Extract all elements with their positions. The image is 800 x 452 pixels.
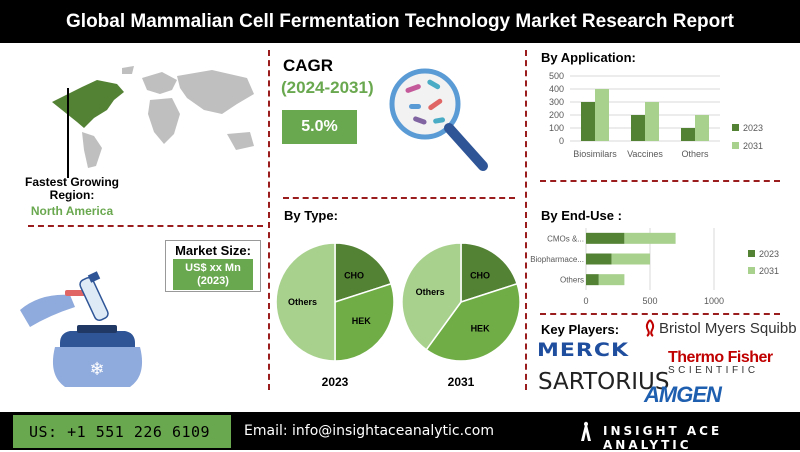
divider-enduse — [540, 313, 780, 315]
logo-sartorius: SARTORIUS — [538, 369, 670, 395]
x-tick-label: Vaccines — [627, 149, 663, 159]
logo-thermo-fisher-scientific: SCIENTIFIC — [668, 365, 759, 376]
cagr-period: (2024-2031) — [281, 78, 374, 97]
logo-merck: MERCK — [537, 339, 630, 362]
application-bar-chart: 0 100 200 300 400 500 Biosimilars Vaccines Other… — [549, 71, 763, 159]
legend-label-2031: 2031 — [743, 141, 763, 151]
legend-label-2023: 2023 — [743, 123, 763, 133]
pie-year-label: 2023 — [322, 375, 349, 389]
pie-label-cho: CHO — [470, 271, 490, 281]
footer-email: Email: info@insightaceanalytic.com — [244, 423, 494, 439]
x-tick-label: 0 — [583, 296, 588, 306]
divider-region — [28, 225, 263, 227]
pie-label-others: Others — [416, 287, 445, 297]
pie-slice-cho — [460, 242, 519, 304]
end-use-bar-chart: 0 500 1000 CMOs &... Biopharmace... Others 202… — [530, 228, 779, 306]
bar-2031-row-1 — [611, 253, 650, 265]
world-map-icon — [52, 66, 254, 168]
bar-2023-others — [681, 128, 695, 141]
report-title: Global Mammalian Cell Fermentation Techn… — [0, 0, 800, 43]
bms-mark-icon — [645, 319, 655, 337]
divider-right — [525, 50, 527, 390]
cagr-value: 5.0% — [282, 110, 357, 144]
x-tick-label: Others — [681, 149, 709, 159]
y-tick-label: 100 — [549, 123, 564, 133]
by-application-heading: By Application: — [541, 50, 636, 65]
bar-2031-row-2 — [598, 274, 625, 286]
bar-2031-biosimilars — [595, 89, 609, 141]
bar-2023-row-1 — [586, 253, 612, 265]
market-size-year: (2023) — [197, 274, 229, 287]
pie-slice-hek — [425, 282, 521, 362]
region-label: Fastest Growing Region: — [24, 175, 119, 202]
pie-slice-others — [401, 242, 462, 351]
legend-label-2031: 2031 — [759, 266, 779, 276]
pie-label-hek: HEK — [352, 316, 372, 326]
key-players-heading: Key Players: — [541, 322, 620, 337]
by-type-heading: By Type: — [284, 208, 338, 223]
y-tick-label: 200 — [549, 110, 564, 120]
legend-swatch-2031 — [748, 267, 755, 274]
svg-text:❄: ❄ — [89, 359, 104, 379]
pie-slice-others — [275, 242, 336, 362]
pie-chart-2023: CHO HEK Others 2023 — [275, 242, 395, 389]
legend-label-2023: 2023 — [759, 249, 779, 259]
x-tick-label: Biosimilars — [573, 149, 617, 159]
y-tick-label: CMOs &... — [547, 234, 584, 243]
bar-2023-biosimilars — [581, 102, 595, 141]
pie-chart-2031: CHO HEK Others 2031 — [401, 242, 521, 389]
logo-thermo-fisher: Thermo Fisher — [668, 349, 773, 366]
market-size-label: Market Size: — [175, 243, 251, 258]
lab-cryo-icon: ❄ — [20, 271, 143, 387]
divider-left — [268, 50, 270, 390]
bar-2031-others — [695, 115, 709, 141]
map-pointer-line — [67, 88, 69, 178]
bar-2031-vaccines — [645, 102, 659, 141]
footer-phone: US: +1 551 226 6109 — [13, 415, 231, 448]
market-size-value-box: US$ xx Mn (2023) — [173, 259, 253, 290]
bar-2031-row-0 — [624, 232, 676, 244]
pie-slice-cho — [334, 242, 393, 304]
legend-swatch-2031 — [732, 142, 739, 149]
x-tick-label: 1000 — [704, 296, 724, 306]
by-end-use-heading: By End-Use : — [541, 208, 622, 223]
x-tick-label: 500 — [642, 296, 657, 306]
y-tick-label: 500 — [549, 71, 564, 81]
footer-brand: INSIGHT ACE ANALYTIC — [603, 424, 723, 452]
y-tick-label: 0 — [559, 136, 564, 146]
market-size-value: US$ xx Mn — [185, 261, 241, 274]
divider-cagr — [283, 197, 515, 199]
pie-label-others: Others — [288, 297, 317, 307]
region-value: North America — [30, 204, 114, 218]
legend-swatch-2023 — [732, 124, 739, 131]
bar-2023-row-2 — [586, 274, 599, 286]
pie-label-hek: HEK — [471, 323, 491, 333]
bar-2023-vaccines — [631, 115, 645, 141]
legend-swatch-2023 — [748, 250, 755, 257]
logo-amgen: AMGEN — [644, 382, 722, 407]
magnifier-bacteria-icon — [389, 68, 488, 171]
y-tick-label: 300 — [549, 97, 564, 107]
pie-slice-hek — [334, 282, 395, 362]
bar-2023-row-0 — [586, 232, 625, 244]
y-tick-label: Biopharmace... — [530, 255, 584, 264]
y-tick-label: Others — [560, 276, 584, 285]
pie-label-cho: CHO — [344, 271, 364, 281]
cagr-label: CAGR — [283, 56, 334, 75]
market-size-box: Market Size: US$ xx Mn (2023) — [165, 240, 261, 292]
divider-application — [540, 180, 780, 182]
insight-ace-logo-icon — [581, 421, 591, 441]
logo-bristol-myers-squibb: Bristol Myers Squibb — [644, 319, 797, 337]
pie-year-label: 2031 — [448, 375, 475, 389]
y-tick-label: 400 — [549, 84, 564, 94]
